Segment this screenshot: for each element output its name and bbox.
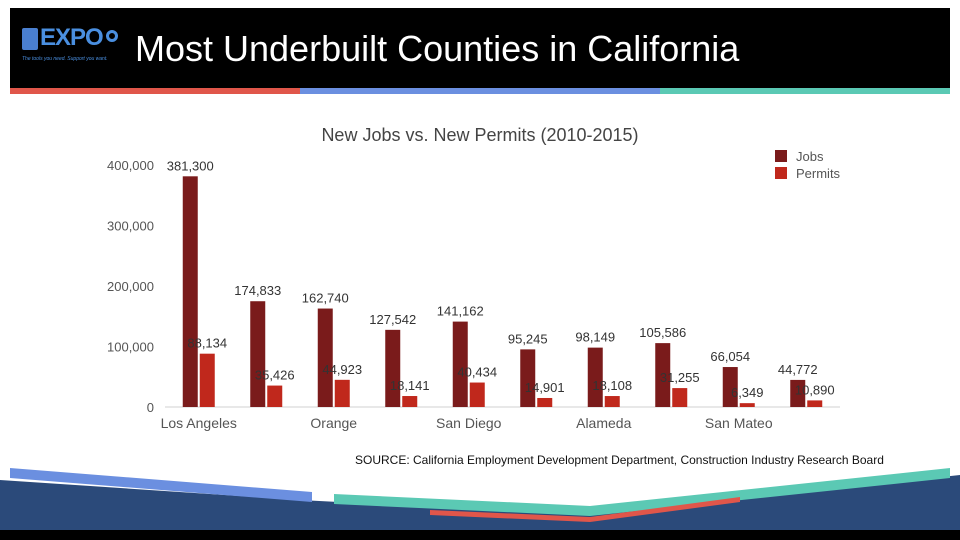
stripe-red xyxy=(10,88,300,94)
data-label-jobs: 66,054 xyxy=(710,349,750,364)
header-bar: EXPO The tools you need. Support you wan… xyxy=(10,8,950,88)
bar-jobs xyxy=(520,349,536,407)
data-label-permits: 18,108 xyxy=(592,378,632,393)
data-label-permits: 10,890 xyxy=(795,382,835,397)
data-label-permits: 31,255 xyxy=(660,370,700,385)
legend-swatch-permits xyxy=(775,167,787,179)
data-label-permits: 40,434 xyxy=(457,365,497,380)
bar-jobs xyxy=(452,321,468,407)
page-title: Most Underbuilt Counties in California xyxy=(135,28,740,69)
data-label-permits: 14,901 xyxy=(525,380,565,395)
data-label-permits: 44,923 xyxy=(322,362,362,377)
legend-label-jobs: Jobs xyxy=(796,149,824,164)
source-note: SOURCE: California Employment Developmen… xyxy=(355,453,884,467)
data-label-permits: 6,349 xyxy=(731,385,764,400)
logo-tagline: The tools you need. Support you want. xyxy=(22,56,108,62)
flag-icon xyxy=(22,28,38,50)
logo-text: EXPO xyxy=(40,24,104,51)
bar-permits xyxy=(267,385,283,407)
y-tick-label: 400,000 xyxy=(107,158,154,173)
data-label-jobs: 44,772 xyxy=(778,362,818,377)
x-tick-label: San Diego xyxy=(436,415,502,431)
chart-title: New Jobs vs. New Permits (2010-2015) xyxy=(321,125,638,145)
bar-permits xyxy=(469,382,485,407)
bar-permits xyxy=(199,353,215,407)
x-tick-label: Alameda xyxy=(576,415,631,431)
bar-permits xyxy=(537,397,553,407)
data-label-permits: 18,141 xyxy=(390,378,430,393)
y-tick-label: 100,000 xyxy=(107,340,154,355)
bar-permits xyxy=(402,396,418,407)
bar-permits xyxy=(807,400,823,407)
x-tick-label: Los Angeles xyxy=(161,415,237,431)
bar-jobs xyxy=(182,176,198,407)
bar-chart: New Jobs vs. New Permits (2010-2015) 0 100… xyxy=(107,125,841,431)
stripe-blue xyxy=(300,88,660,94)
data-label-jobs: 98,149 xyxy=(575,330,615,345)
legend-swatch-jobs xyxy=(775,150,787,162)
bar-permits xyxy=(672,388,688,407)
x-tick-label: San Mateo xyxy=(705,415,773,431)
data-label-jobs: 162,740 xyxy=(302,291,349,306)
bar-jobs xyxy=(722,367,738,407)
data-label-jobs: 381,300 xyxy=(167,158,214,173)
data-label-jobs: 174,833 xyxy=(234,283,281,298)
y-tick-label: 300,000 xyxy=(107,219,154,234)
bar-jobs xyxy=(655,343,671,407)
bar-permits xyxy=(739,403,755,407)
ring-icon xyxy=(106,30,118,42)
bar-permits xyxy=(334,379,350,407)
bar-jobs xyxy=(790,379,806,407)
data-label-jobs: 105,586 xyxy=(639,325,686,340)
legend-label-permits: Permits xyxy=(796,166,841,181)
footer-decoration xyxy=(0,468,960,540)
bar-jobs xyxy=(317,308,333,407)
data-label-permits: 88,134 xyxy=(187,336,227,351)
data-label-jobs: 141,162 xyxy=(437,304,484,319)
expo-logo: EXPO The tools you need. Support you wan… xyxy=(22,24,122,70)
x-tick-label: Orange xyxy=(310,415,357,431)
bar-jobs xyxy=(587,347,603,407)
bar-jobs xyxy=(385,329,401,407)
stripe-teal xyxy=(660,88,950,94)
data-label-permits: 35,426 xyxy=(255,368,295,383)
data-label-jobs: 127,542 xyxy=(369,312,416,327)
y-tick-label: 0 xyxy=(147,400,154,415)
y-tick-label: 200,000 xyxy=(107,279,154,294)
bar-jobs xyxy=(250,301,266,407)
data-label-jobs: 95,245 xyxy=(508,331,548,346)
bar-permits xyxy=(604,396,620,407)
